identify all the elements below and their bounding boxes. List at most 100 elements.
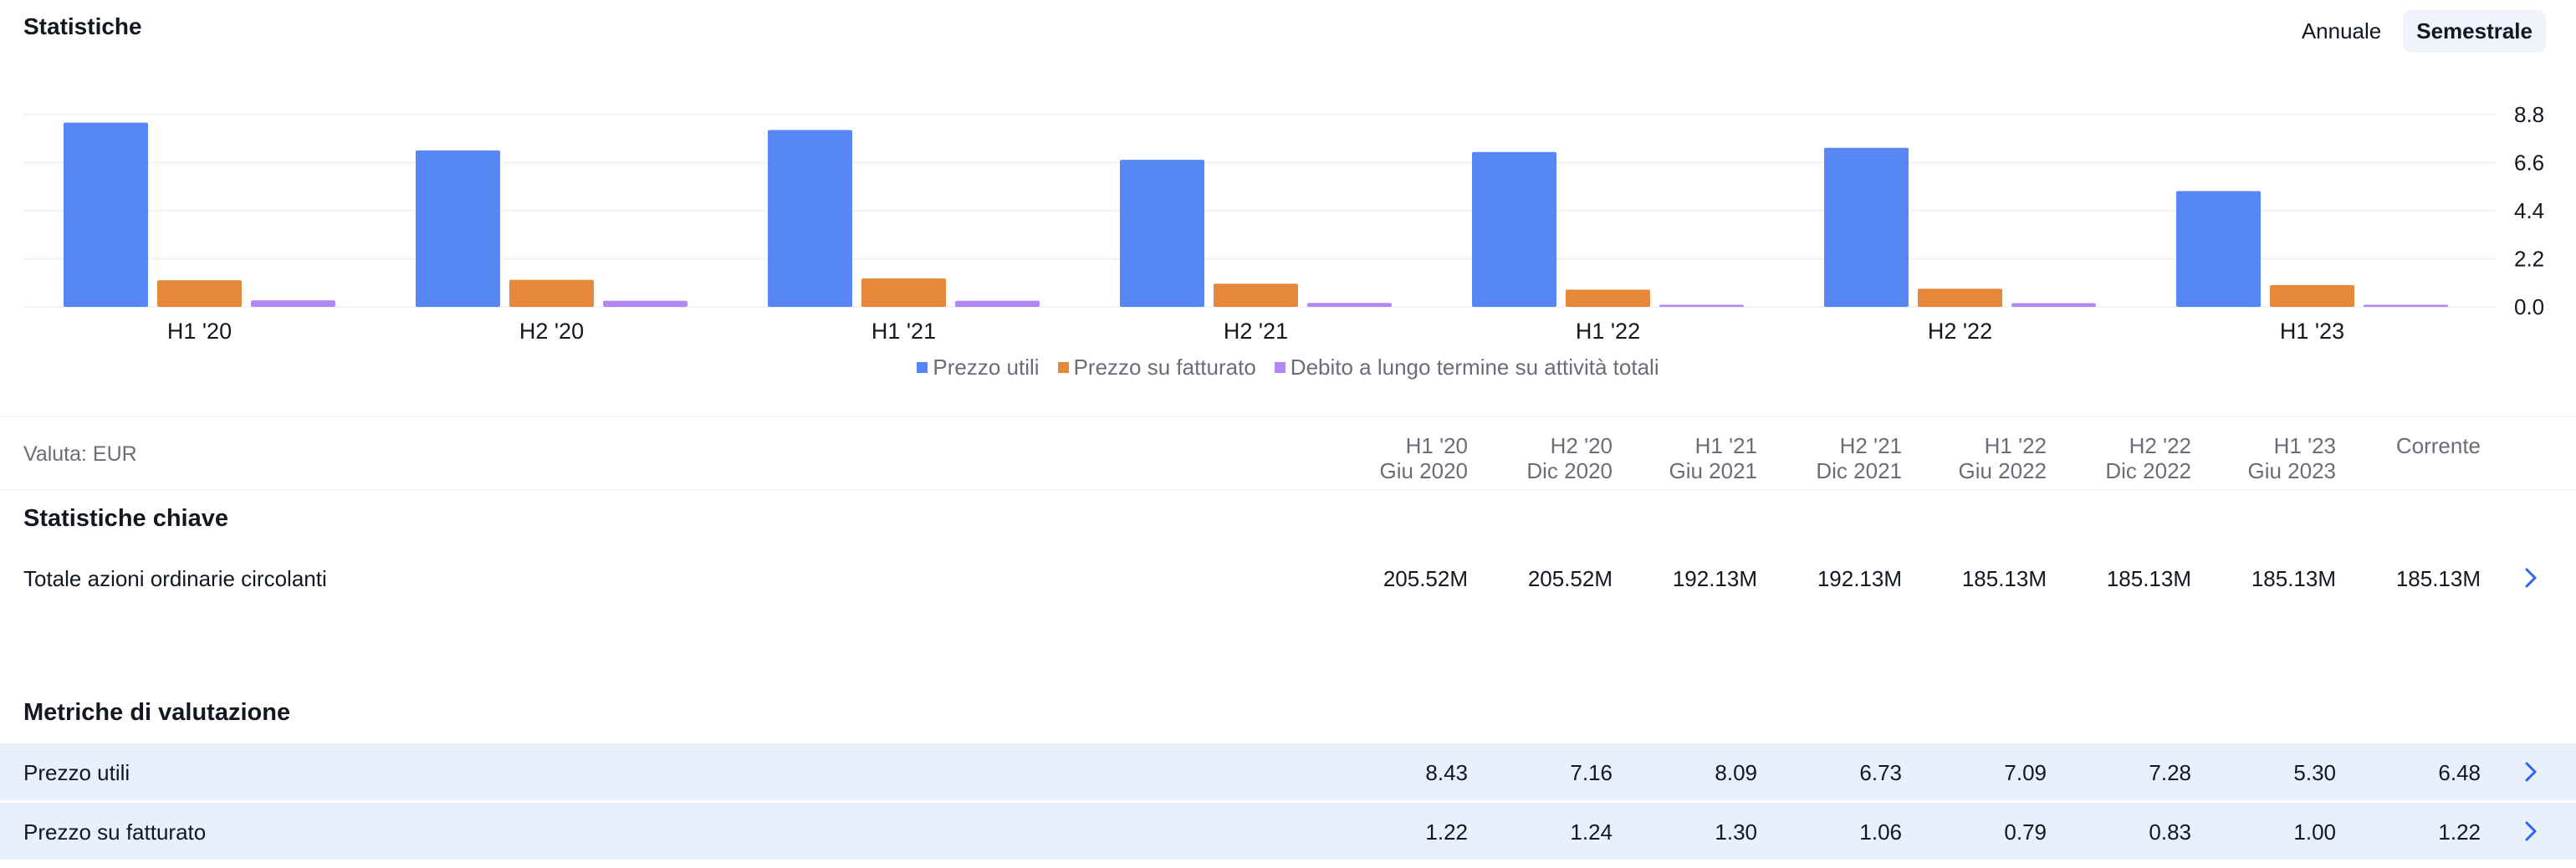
section-title: Statistiche chiave bbox=[23, 505, 228, 532]
divider bbox=[0, 489, 2576, 490]
legend-label: Prezzo su fatturato bbox=[1073, 355, 1256, 380]
column-date: Giu 2023 bbox=[2247, 458, 2336, 483]
table-cell: 1.22 bbox=[1425, 819, 1468, 845]
chevron-right-icon[interactable] bbox=[2517, 816, 2544, 846]
table-cell: 192.13M bbox=[1817, 566, 1902, 591]
column-date: Dic 2022 bbox=[2105, 458, 2191, 483]
bar-prezzo-utili-2[interactable] bbox=[768, 130, 852, 307]
column-period: H2 '22 bbox=[2129, 433, 2191, 458]
chevron-right-icon[interactable] bbox=[2517, 757, 2544, 787]
chevron-right-icon[interactable] bbox=[2517, 563, 2544, 593]
column-date: Giu 2022 bbox=[1958, 458, 2047, 483]
table-row[interactable]: Prezzo utili 8.43 7.16 8.09 6.73 7.09 7.28 5.30… bbox=[0, 743, 2576, 800]
table-cell: 192.13M bbox=[1672, 566, 1757, 591]
row-label: Prezzo su fatturato bbox=[23, 819, 207, 845]
bar-debito-a-lungo-termine-su-attivit-totali-0[interactable] bbox=[251, 300, 335, 307]
bar-prezzo-utili-0[interactable] bbox=[64, 122, 148, 307]
table-cell: 185.13M bbox=[2251, 566, 2336, 591]
y-tick-label: 6.6 bbox=[2514, 151, 2544, 176]
table-row[interactable]: Totale azioni ordinarie circolanti 205.52… bbox=[0, 549, 2576, 606]
column-period: H1 '21 bbox=[1694, 433, 1757, 458]
table-cell: 6.48 bbox=[2438, 760, 2481, 785]
bar-chart: 8.8 6.6 4.4 2.2 0.0 H1 '20 H2 '20 H1 '21 H2 '21 H… bbox=[23, 102, 2544, 344]
legend-item[interactable]: Debito a lungo termine su attività total… bbox=[1274, 355, 1659, 380]
table-cell: 205.52M bbox=[1527, 566, 1613, 591]
bar-debito-a-lungo-termine-su-attivit-totali-4[interactable] bbox=[1659, 304, 1744, 307]
table-cell: 1.00 bbox=[2293, 819, 2336, 845]
table-cell: 185.13M bbox=[2106, 566, 2191, 591]
chart-legend: Prezzo utili Prezzo su fatturato Debito a … bbox=[0, 355, 2576, 380]
column-date: Giu 2020 bbox=[1379, 458, 1468, 483]
column-header: H2 '21 Dic 2021 bbox=[1768, 433, 1902, 483]
table-cell: 185.13M bbox=[1961, 566, 2047, 591]
column-date: Dic 2021 bbox=[1816, 458, 1902, 483]
legend-swatch bbox=[1274, 362, 1285, 373]
bar-debito-a-lungo-termine-su-attivit-totali-3[interactable] bbox=[1307, 303, 1392, 307]
bar-prezzo-utili-1[interactable] bbox=[416, 150, 500, 307]
bar-debito-a-lungo-termine-su-attivit-totali-2[interactable] bbox=[955, 300, 1040, 307]
column-header: H2 '22 Dic 2022 bbox=[2057, 433, 2191, 483]
table-cell: 7.28 bbox=[2149, 760, 2191, 785]
x-tick-label: H1 '20 bbox=[167, 319, 232, 344]
y-tick-label: 2.2 bbox=[2514, 247, 2544, 272]
row-label: Prezzo utili bbox=[23, 760, 130, 785]
table-cell: 1.24 bbox=[1570, 819, 1613, 845]
table-cell: 6.73 bbox=[1859, 760, 1902, 785]
legend-item[interactable]: Prezzo utili bbox=[917, 355, 1040, 380]
x-tick-label: H1 '23 bbox=[2280, 319, 2344, 344]
column-header: H1 '21 Giu 2021 bbox=[1623, 433, 1757, 483]
bar-prezzo-su-fatturato-2[interactable] bbox=[861, 278, 946, 307]
table-cell: 185.13M bbox=[2395, 566, 2481, 591]
x-tick-label: H2 '20 bbox=[519, 319, 584, 344]
x-tick-label: H2 '21 bbox=[1224, 319, 1288, 344]
legend-item[interactable]: Prezzo su fatturato bbox=[1057, 355, 1256, 380]
column-period: H1 '23 bbox=[2273, 433, 2336, 458]
table-cell: 8.09 bbox=[1715, 760, 1757, 785]
table-cell: 1.06 bbox=[1859, 819, 1902, 845]
period-semiannual-button[interactable]: Semestrale bbox=[2403, 10, 2546, 53]
column-period: H2 '21 bbox=[1839, 433, 1902, 458]
column-date: Giu 2021 bbox=[1669, 458, 1757, 483]
bar-prezzo-utili-6[interactable] bbox=[2176, 191, 2261, 307]
column-period: H1 '22 bbox=[1984, 433, 2047, 458]
bar-prezzo-su-fatturato-0[interactable] bbox=[157, 280, 242, 307]
period-annual-button[interactable]: Annuale bbox=[2301, 18, 2382, 43]
legend-label: Debito a lungo termine su attività total… bbox=[1290, 355, 1659, 380]
column-date: Dic 2020 bbox=[1526, 458, 1613, 483]
x-tick-label: H1 '21 bbox=[871, 319, 936, 344]
section-title: Metriche di valutazione bbox=[23, 699, 291, 726]
x-tick-label: H1 '22 bbox=[1576, 319, 1640, 344]
bar-prezzo-su-fatturato-6[interactable] bbox=[2270, 284, 2354, 307]
y-tick-label: 0.0 bbox=[2514, 294, 2544, 319]
table-cell: 1.22 bbox=[2438, 819, 2481, 845]
bar-prezzo-utili-4[interactable] bbox=[1472, 151, 1556, 307]
table-cell: 1.30 bbox=[1715, 819, 1757, 845]
x-tick-label: H2 '22 bbox=[1928, 319, 1992, 344]
bar-prezzo-utili-3[interactable] bbox=[1120, 160, 1204, 307]
table-row[interactable]: Prezzo su fatturato 1.22 1.24 1.30 1.06 0.79 0… bbox=[0, 803, 2576, 860]
y-tick-label: 4.4 bbox=[2514, 198, 2544, 223]
column-header: H1 '20 Giu 2020 bbox=[1334, 433, 1468, 483]
table-cell: 0.83 bbox=[2149, 819, 2191, 845]
table-cell: 0.79 bbox=[2004, 819, 2047, 845]
bar-prezzo-su-fatturato-5[interactable] bbox=[1918, 288, 2002, 307]
column-period: H2 '20 bbox=[1550, 433, 1613, 458]
row-label: Totale azioni ordinarie circolanti bbox=[23, 566, 327, 591]
bar-debito-a-lungo-termine-su-attivit-totali-5[interactable] bbox=[2011, 303, 2096, 307]
bar-prezzo-su-fatturato-3[interactable] bbox=[1214, 283, 1298, 307]
column-header: Corrente bbox=[2347, 433, 2481, 458]
y-tick-label: 8.8 bbox=[2514, 102, 2544, 127]
divider bbox=[0, 416, 2576, 417]
period-toggle: Annuale Semestrale bbox=[2288, 10, 2546, 53]
table-cell: 7.16 bbox=[1570, 760, 1613, 785]
bar-prezzo-su-fatturato-4[interactable] bbox=[1566, 289, 1650, 307]
table-cell: 8.43 bbox=[1425, 760, 1468, 785]
bar-prezzo-su-fatturato-1[interactable] bbox=[509, 279, 594, 307]
bar-debito-a-lungo-termine-su-attivit-totali-6[interactable] bbox=[2364, 304, 2448, 307]
bar-debito-a-lungo-termine-su-attivit-totali-1[interactable] bbox=[603, 300, 687, 307]
legend-label: Prezzo utili bbox=[933, 355, 1040, 380]
legend-swatch bbox=[917, 362, 928, 373]
column-header: H1 '23 Giu 2023 bbox=[2202, 433, 2336, 483]
bar-prezzo-utili-5[interactable] bbox=[1824, 147, 1909, 307]
column-period: H1 '20 bbox=[1405, 433, 1468, 458]
